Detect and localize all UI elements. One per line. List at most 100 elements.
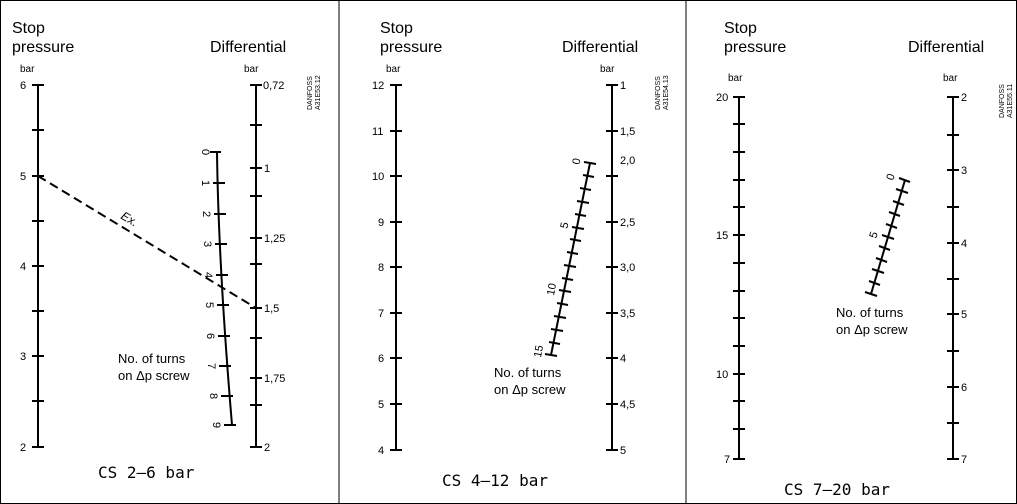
doc-code-line1: DANFOSS — [655, 76, 662, 110]
differential-title: Differential — [562, 39, 638, 56]
stop-unit: bar — [386, 64, 401, 75]
stop-tick-label: 6 — [378, 353, 384, 365]
turn-label: 0 — [199, 149, 211, 155]
turn-label: 1 — [199, 180, 211, 186]
diff-tick-label: 5 — [620, 445, 626, 457]
diff-tick-label: 2,0 — [620, 155, 635, 167]
stop-tick-label: 6 — [20, 80, 26, 92]
example-line — [37, 175, 257, 309]
stop-unit: bar — [20, 64, 35, 75]
turns-note-line1: No. of turns — [836, 305, 904, 320]
stop-title-line1: Stop — [724, 20, 757, 37]
stop-tick-label: 10 — [372, 171, 384, 183]
doc-code-line2: A31E53.12 — [315, 75, 322, 110]
diff-tick-label: 1 — [620, 80, 626, 92]
doc-code-line2: A31E54.13 — [663, 75, 670, 110]
diff-tick-label: 1,25 — [264, 233, 285, 245]
stop-pressure-axis — [733, 96, 745, 460]
stop-title-line1: Stop — [12, 20, 45, 37]
diff-tick-label: 4 — [961, 238, 967, 250]
differential-axis — [606, 84, 618, 451]
stop-tick-label: 9 — [378, 217, 384, 229]
diff-tick-label: 6 — [961, 382, 967, 394]
diff-tick-label: 3,5 — [620, 308, 635, 320]
diff-tick-label: 3 — [961, 165, 967, 177]
stop-tick-label: 2 — [20, 442, 26, 454]
stop-tick-label: 7 — [724, 454, 730, 466]
turns-scale — [864, 177, 911, 297]
stop-tick-label: 11 — [372, 126, 383, 138]
diff-tick-label: 1,5 — [620, 126, 635, 138]
diff-tick-label: 7 — [961, 454, 967, 466]
diff-tick-label: 2 — [961, 92, 967, 104]
turn-label: 3 — [201, 241, 213, 247]
doc-code-line1: DANFOSS — [999, 84, 1006, 118]
stop-title-line2: pressure — [380, 39, 442, 56]
turn-label: 10 — [545, 282, 559, 296]
turn-label: 0 — [884, 172, 897, 181]
diff-tick-label: 5 — [961, 309, 967, 321]
stop-tick-label: 15 — [716, 230, 728, 242]
diff-tick-label: 1,75 — [264, 373, 285, 385]
diff-tick-label: 4 — [620, 353, 626, 365]
stop-pressure-axis — [390, 84, 402, 451]
turns-scale — [210, 151, 236, 426]
diff-unit: bar — [244, 64, 259, 75]
turn-label: 15 — [532, 344, 546, 358]
turns-note-line2: on Δp screw — [494, 382, 566, 397]
stop-tick-label: 3 — [20, 351, 26, 363]
diff-tick-label: 1 — [264, 163, 270, 175]
panel-caption: CS 4–12 bar — [442, 471, 548, 490]
doc-code-line1: DANFOSS — [307, 76, 314, 110]
turn-label: 2 — [200, 211, 212, 217]
stop-tick-label: 7 — [378, 308, 384, 320]
stop-title-line2: pressure — [724, 39, 786, 56]
stop-title-line1: Stop — [380, 20, 413, 37]
stop-tick-label: 8 — [378, 262, 384, 274]
stop-tick-label: 20 — [716, 92, 728, 104]
stop-tick-label: 10 — [716, 369, 728, 381]
turn-label: 0 — [571, 157, 584, 165]
panel-cs-4-12: Stop pressure Differential bar bar DANFO… — [372, 20, 670, 490]
differential-axis — [947, 96, 959, 460]
differential-axis — [250, 84, 262, 448]
turn-label: 4 — [202, 272, 214, 278]
stop-unit: bar — [728, 73, 743, 84]
turn-label: 8 — [207, 393, 219, 399]
panel-cs-7-20: Stop pressure Differential bar bar DANFO… — [716, 20, 1014, 499]
panel-caption: CS 7–20 bar — [784, 480, 890, 499]
stop-tick-label: 5 — [378, 399, 384, 411]
differential-title: Differential — [210, 39, 286, 56]
diff-unit: bar — [600, 64, 615, 75]
diff-tick-label: 0,72 — [263, 80, 284, 92]
turn-label: 9 — [210, 422, 222, 428]
turn-label: 5 — [867, 230, 880, 239]
panel-caption: CS 2–6 bar — [98, 463, 195, 482]
diff-tick-label: 2 — [264, 442, 270, 454]
turns-note-line2: on Δp screw — [118, 368, 190, 383]
stop-title-line2: pressure — [12, 39, 74, 56]
doc-code-line2: A31E55.11 — [1007, 84, 1014, 118]
turns-note-line1: No. of turns — [494, 365, 562, 380]
turns-note-line1: No. of turns — [118, 351, 186, 366]
stop-tick-label: 4 — [20, 261, 26, 273]
turn-label: 6 — [204, 333, 216, 339]
panel-cs-2-6: Stop pressure Differential bar bar DANFO… — [12, 20, 322, 482]
diff-tick-label: 3,0 — [620, 262, 635, 274]
diff-tick-label: 4,5 — [620, 399, 635, 411]
stop-pressure-axis — [32, 84, 44, 448]
stop-tick-label: 4 — [378, 445, 384, 457]
diff-unit: bar — [943, 73, 958, 84]
turns-scale — [544, 161, 597, 357]
example-label: Ex. — [118, 209, 140, 230]
turn-label: 5 — [203, 302, 215, 308]
diff-tick-label: 1,5 — [264, 303, 279, 315]
turn-label: 5 — [559, 221, 572, 229]
turn-label: 7 — [205, 363, 217, 369]
stop-tick-label: 5 — [20, 171, 26, 183]
differential-title: Differential — [908, 39, 984, 56]
turns-note-line2: on Δp screw — [836, 322, 908, 337]
stop-tick-label: 12 — [372, 80, 384, 92]
